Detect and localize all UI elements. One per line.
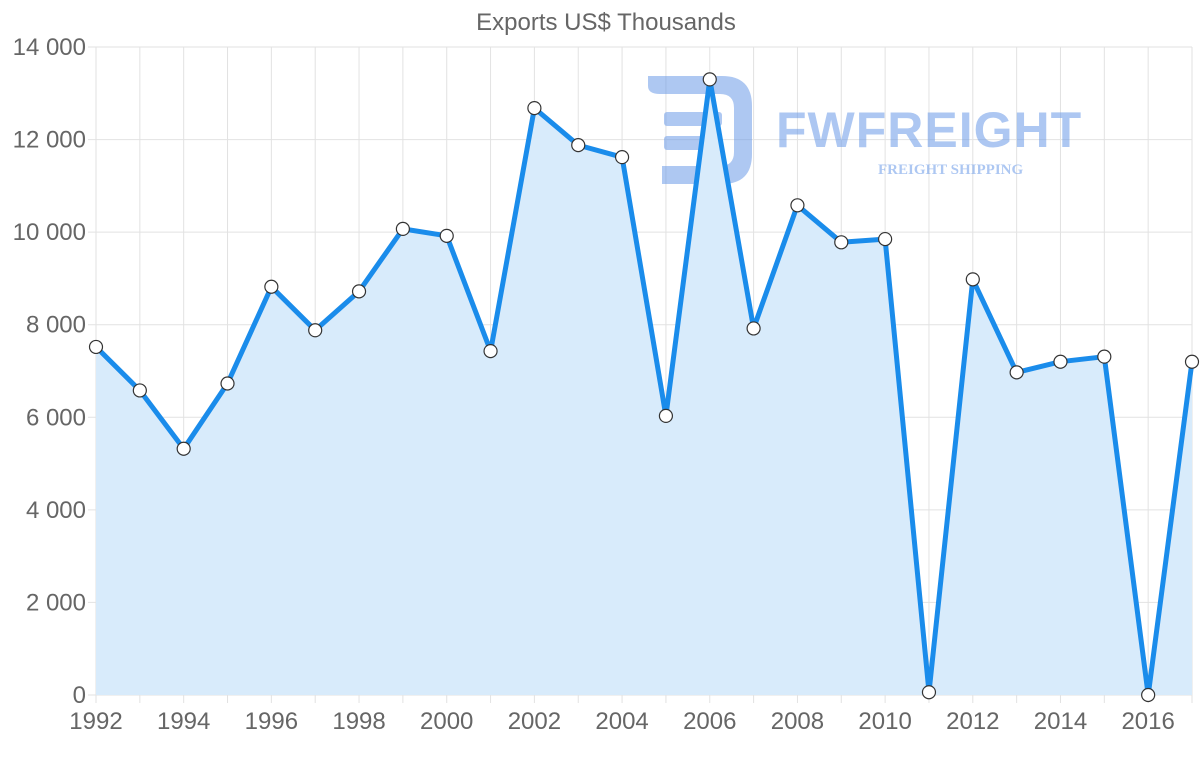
watermark-subtitle: FREIGHT SHIPPING [878, 162, 1023, 178]
data-points [88, 72, 1200, 703]
x-tick-label: 1992 [69, 708, 122, 735]
data-point[interactable] [88, 339, 104, 355]
y-tick-label: 8 000 [26, 312, 86, 339]
x-tick-label: 2016 [1121, 708, 1174, 735]
data-point[interactable] [790, 198, 805, 213]
x-tick-label: 2012 [946, 708, 999, 735]
data-point[interactable] [176, 441, 191, 456]
x-tick-label: 2004 [595, 708, 648, 735]
x-tick-label: 1996 [245, 708, 298, 735]
y-tick-label: 12 000 [13, 127, 86, 154]
data-point[interactable] [658, 408, 674, 423]
data-point[interactable] [439, 228, 454, 243]
y-tick-label: 10 000 [13, 219, 86, 246]
y-tick-label: 14 000 [13, 34, 86, 61]
x-tick-label: 2010 [858, 708, 911, 735]
data-point[interactable] [483, 343, 498, 359]
y-tick-label: 0 [73, 682, 86, 709]
x-tick-label: 1998 [332, 708, 385, 735]
x-tick-label: 2014 [1034, 708, 1087, 735]
y-tick-label: 4 000 [26, 497, 86, 524]
x-axis-ticks: 1992 1994 1996 1998 2000 2002 2004 2006 2008 2010… [69, 708, 1175, 735]
data-point[interactable] [1141, 687, 1156, 703]
y-tick-label: 6 000 [26, 404, 86, 431]
y-axis-ticks: 0 2 000 4 000 6 000 8 000 10 000 12 000 14 000 [13, 34, 86, 709]
x-tick-label: 2006 [683, 708, 736, 735]
x-tick-label: 2002 [508, 708, 561, 735]
watermark-brand: FWFREIGHT [776, 102, 1082, 158]
data-point[interactable] [220, 376, 235, 391]
y-tick-label: 2 000 [26, 589, 86, 616]
data-point[interactable] [395, 221, 410, 237]
data-point[interactable] [702, 72, 717, 87]
data-point[interactable] [264, 279, 279, 294]
x-tick-label: 2008 [771, 708, 824, 735]
data-point[interactable] [834, 235, 849, 250]
data-point[interactable] [132, 383, 147, 398]
data-point[interactable] [878, 231, 893, 247]
x-tick-label: 2000 [420, 708, 473, 735]
data-point[interactable] [1053, 354, 1068, 369]
data-point[interactable] [1009, 365, 1024, 380]
data-point[interactable] [965, 272, 980, 287]
data-point[interactable] [1184, 354, 1200, 369]
data-point[interactable] [527, 100, 542, 116]
data-point[interactable] [571, 138, 586, 153]
x-tick-label: 1994 [157, 708, 210, 735]
series-line [93, 76, 1195, 698]
watermark: FWFREIGHT FREIGHT SHIPPING [648, 76, 1082, 184]
data-point[interactable] [921, 685, 937, 700]
series-area-fill [96, 79, 1192, 695]
data-point[interactable] [614, 150, 630, 165]
data-point[interactable] [308, 323, 323, 338]
data-point[interactable] [1097, 349, 1112, 364]
chart-title: Exports US$ Thousands [476, 9, 736, 36]
data-point[interactable] [351, 284, 367, 299]
data-point[interactable] [746, 321, 761, 336]
